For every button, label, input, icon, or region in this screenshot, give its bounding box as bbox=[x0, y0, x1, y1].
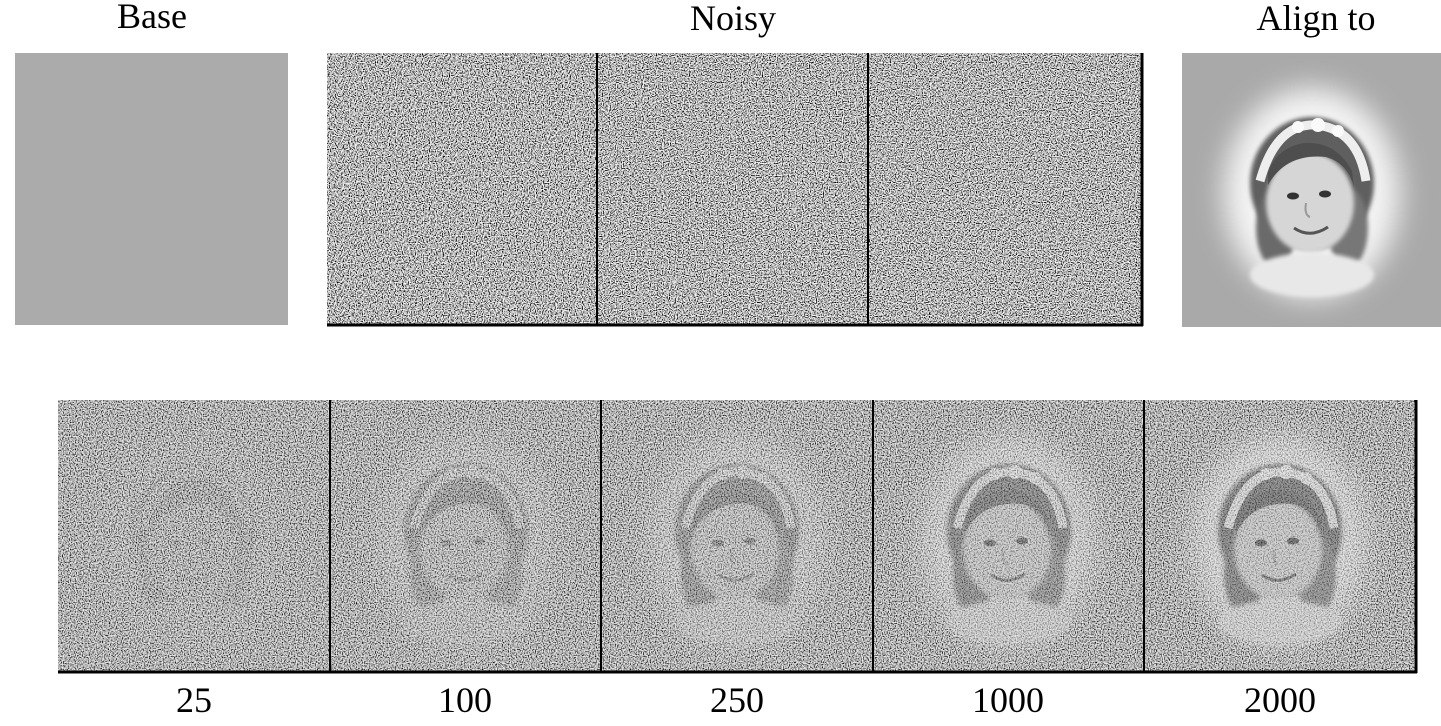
iteration-label: 25 bbox=[176, 680, 212, 720]
title-noisy: Noisy bbox=[690, 0, 776, 38]
title-align: Align to bbox=[1256, 0, 1375, 38]
base-image bbox=[15, 53, 288, 325]
noisy-image bbox=[327, 53, 597, 325]
iteration-label: 250 bbox=[710, 680, 764, 720]
noisy-images bbox=[327, 53, 1144, 327]
align-image bbox=[1182, 53, 1441, 327]
tone bbox=[58, 400, 1417, 672]
iteration-label: 100 bbox=[438, 680, 492, 720]
noisy-image bbox=[597, 53, 868, 325]
noisy-image bbox=[868, 53, 1143, 325]
result-images bbox=[58, 400, 1418, 674]
face bbox=[1224, 88, 1400, 298]
iteration-label: 1000 bbox=[972, 680, 1044, 720]
title-base: Base bbox=[117, 0, 187, 36]
iteration-label: 2000 bbox=[1244, 680, 1316, 720]
